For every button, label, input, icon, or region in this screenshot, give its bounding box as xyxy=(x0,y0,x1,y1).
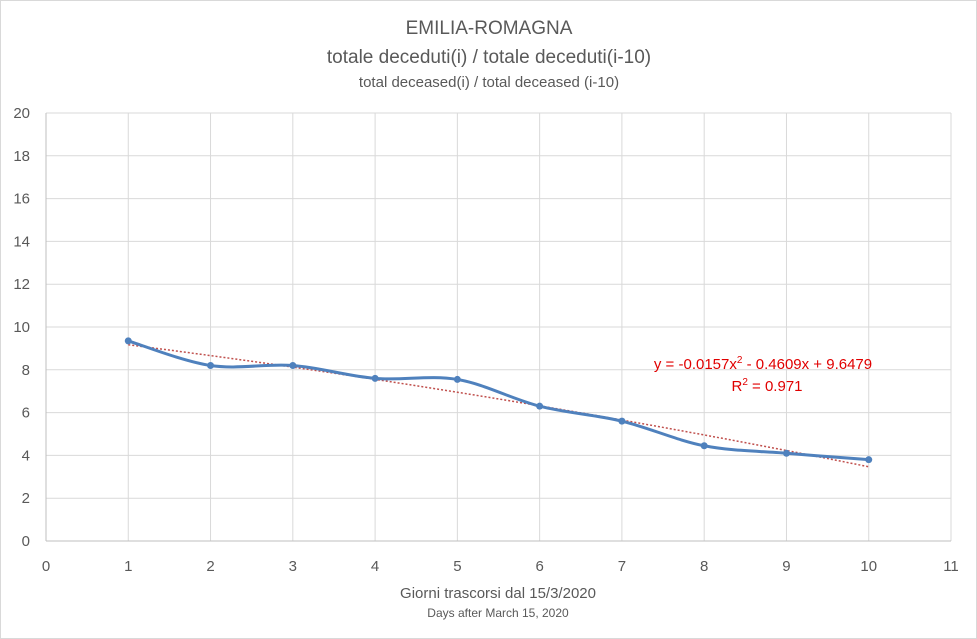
y-tick-label-2: 2 xyxy=(22,490,30,507)
x-tick-label-10: 10 xyxy=(860,558,877,575)
x-axis-label-en: Days after March 15, 2020 xyxy=(427,606,569,620)
x-tick-label-0: 0 xyxy=(42,558,50,575)
data-point-2 xyxy=(207,362,215,370)
equation-prefix: y = -0.0157x xyxy=(654,356,737,373)
series-line-0 xyxy=(127,339,869,462)
x-tick-label-3: 3 xyxy=(289,558,297,575)
trendline-equation: y = -0.0157x2 - 0.4609x + 9.6479 xyxy=(654,355,872,373)
y-tick-label-18: 18 xyxy=(13,148,30,165)
chart-title: EMILIA-ROMAGNA xyxy=(406,18,573,39)
y-tick-label-8: 8 xyxy=(22,362,30,379)
trendline xyxy=(128,343,869,468)
data-point-8 xyxy=(700,442,708,450)
r2-exponent: 2 xyxy=(742,377,748,388)
chart-subtitle-en: total deceased(i) / total deceased (i-10… xyxy=(359,74,619,91)
y-tick-label-10: 10 xyxy=(13,319,30,336)
data-point-10 xyxy=(865,456,873,464)
data-point-5 xyxy=(453,375,461,383)
y-tick-label-4: 4 xyxy=(22,447,30,464)
x-tick-label-5: 5 xyxy=(453,558,461,575)
x-tick-label-7: 7 xyxy=(618,558,626,575)
x-tick-label-6: 6 xyxy=(535,558,543,575)
x-tick-label-11: 11 xyxy=(943,558,959,575)
y-tick-label-20: 20 xyxy=(13,105,30,122)
data-point-9 xyxy=(782,449,790,457)
x-axis-ticks: 0 1 2 3 4 5 6 7 8 9 10 11 xyxy=(42,558,959,575)
equation-suffix: - 0.4609x + 9.6479 xyxy=(742,356,872,373)
data-point-4 xyxy=(371,374,379,382)
data-point-7 xyxy=(618,417,626,425)
chart-subtitle: totale deceduti(i) / totale deceduti(i-1… xyxy=(327,47,651,68)
data-point-1 xyxy=(124,337,132,345)
r2-prefix: R xyxy=(731,378,742,395)
x-tick-label-9: 9 xyxy=(782,558,790,575)
x-tick-label-4: 4 xyxy=(371,558,379,575)
series-group xyxy=(124,337,873,464)
x-axis-label: Giorni trascorsi dal 15/3/2020 xyxy=(400,585,596,602)
x-tick-label-2: 2 xyxy=(206,558,214,575)
y-tick-label-16: 16 xyxy=(13,191,30,208)
data-point-6 xyxy=(536,402,544,410)
trendline-group xyxy=(128,343,869,468)
equation-exponent: 2 xyxy=(737,355,743,366)
x-tick-label-8: 8 xyxy=(700,558,708,575)
r2-suffix: = 0.971 xyxy=(748,378,803,395)
grid xyxy=(45,112,952,542)
r-squared-label: R2 = 0.971 xyxy=(731,377,802,395)
y-axis-ticks: 0 2 4 6 8 10 12 14 16 18 20 xyxy=(13,105,30,550)
y-tick-label-14: 14 xyxy=(13,233,30,250)
y-tick-label-6: 6 xyxy=(22,405,30,422)
y-tick-label-0: 0 xyxy=(22,533,30,550)
x-tick-label-1: 1 xyxy=(124,558,132,575)
y-tick-label-12: 12 xyxy=(13,276,30,293)
data-point-3 xyxy=(289,362,297,370)
